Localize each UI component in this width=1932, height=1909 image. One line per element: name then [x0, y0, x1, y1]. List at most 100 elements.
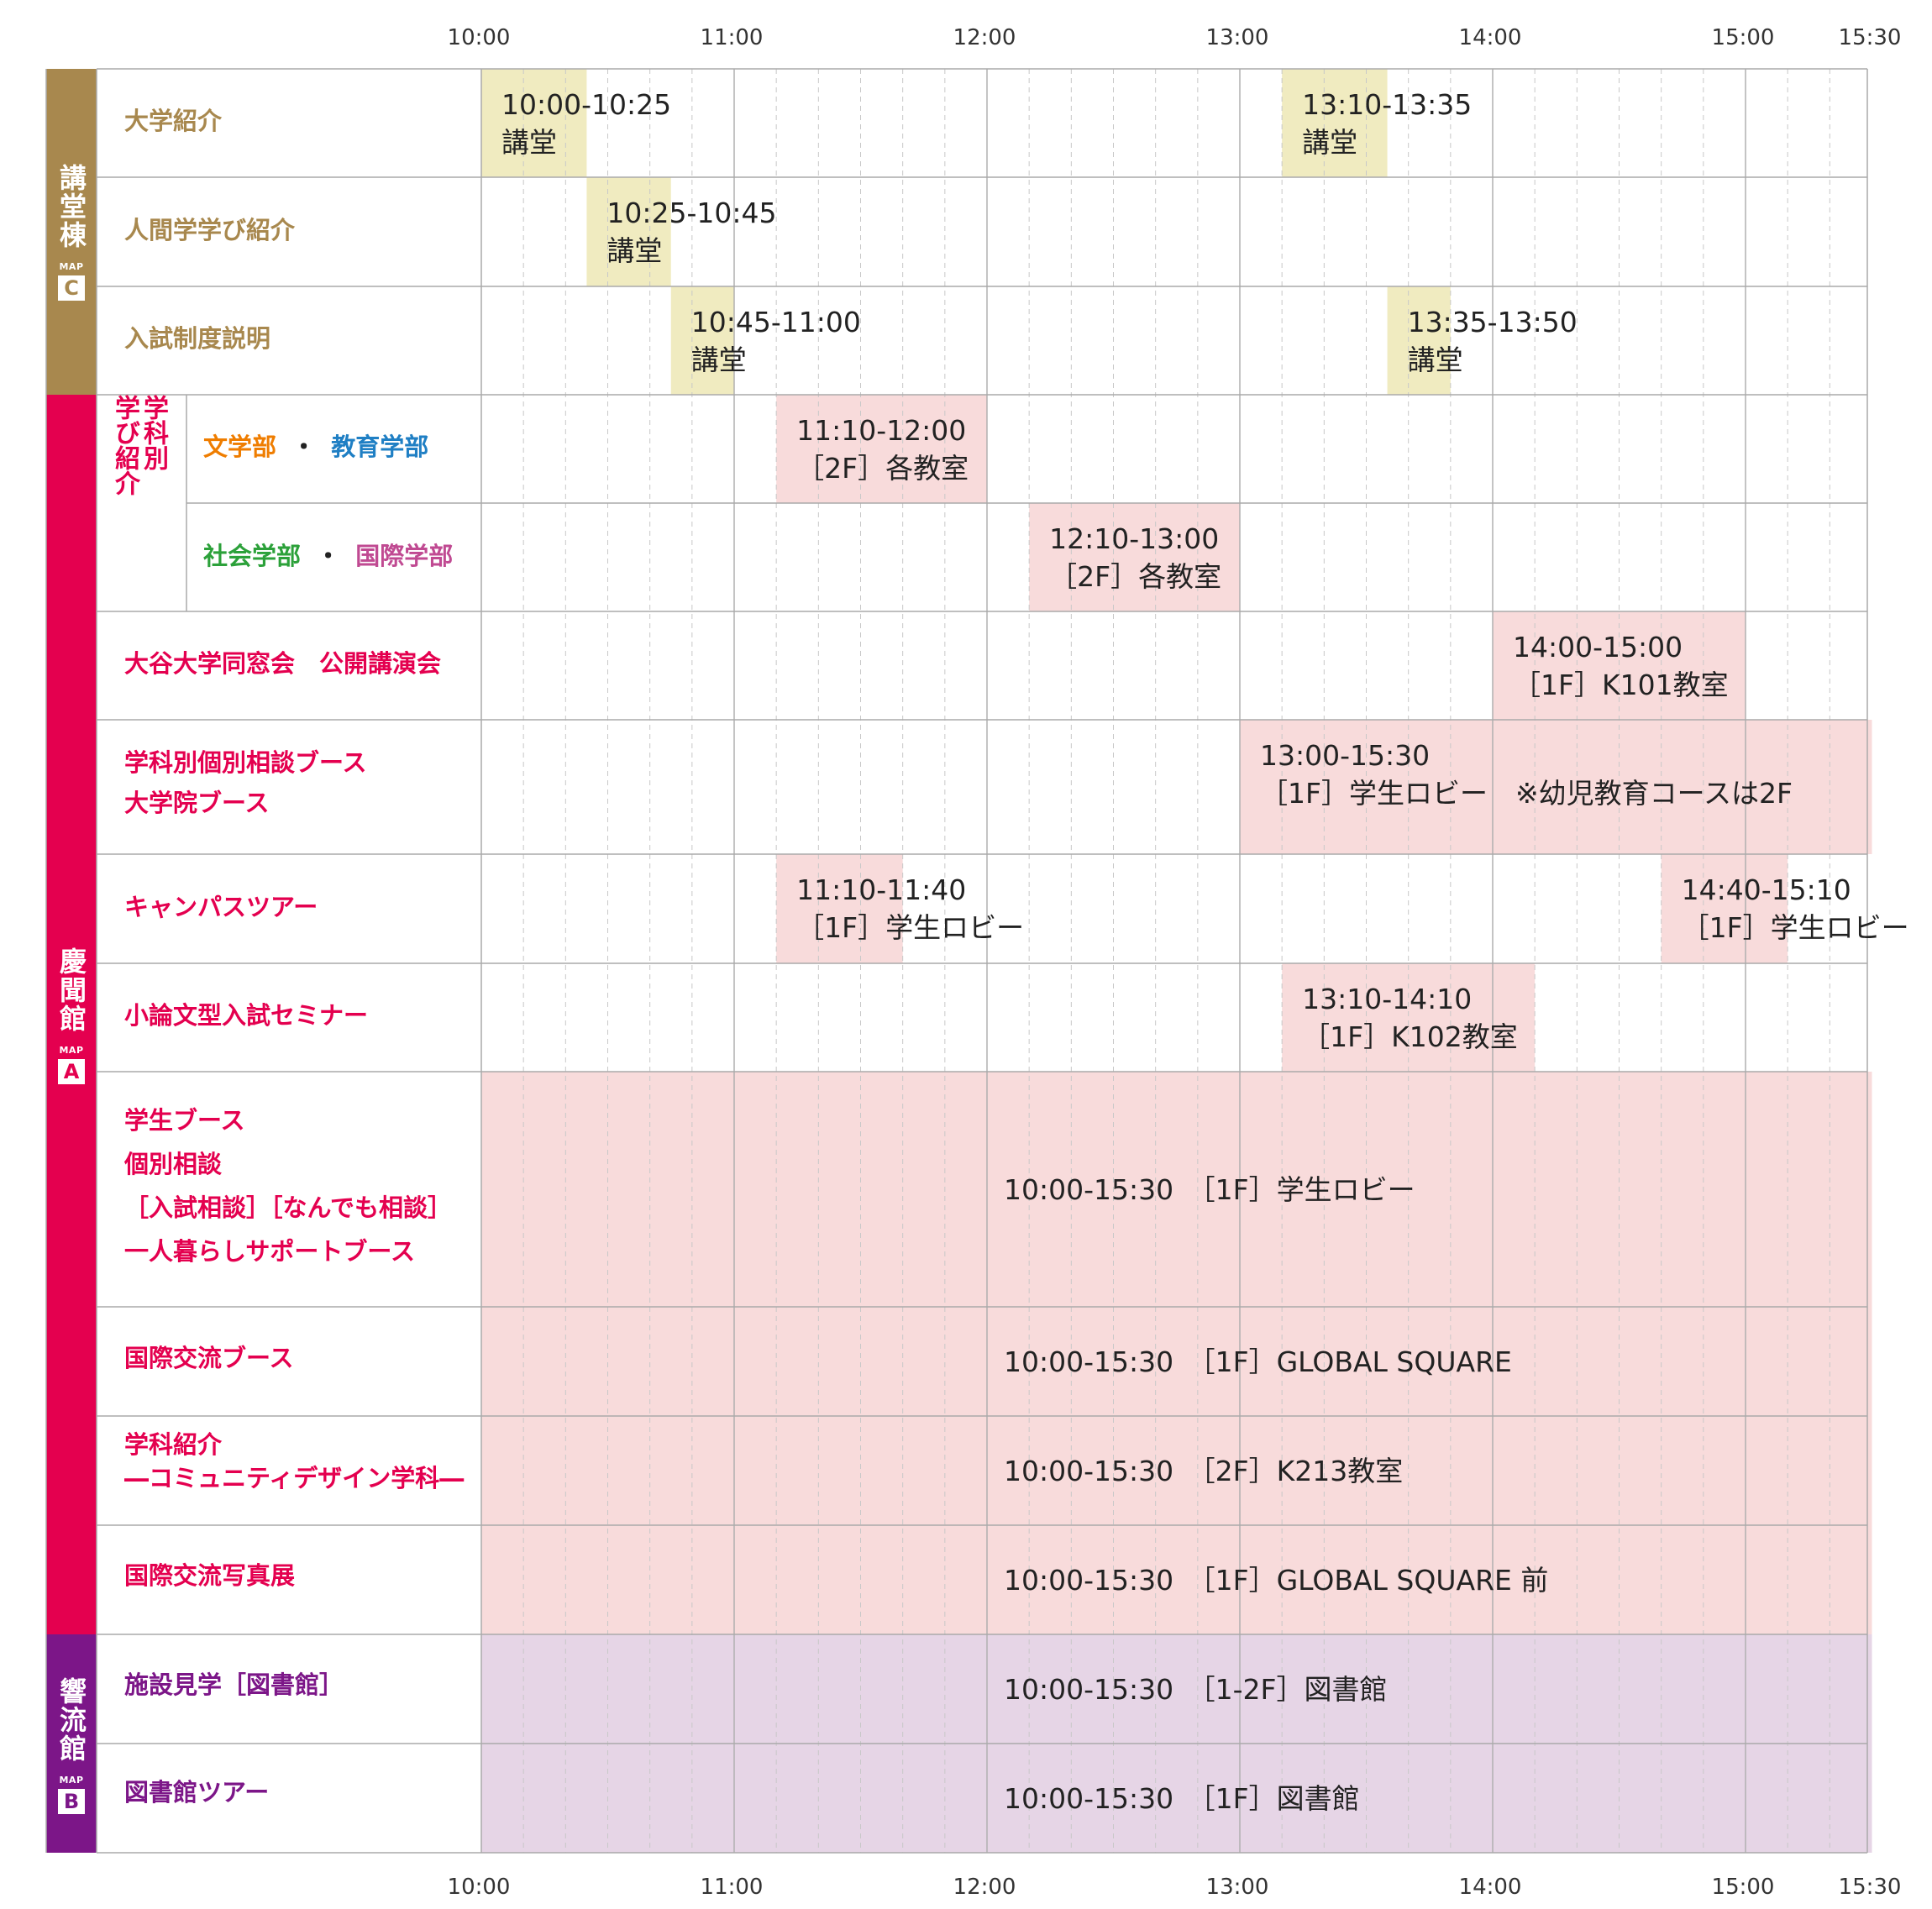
event-block [481, 1744, 1872, 1853]
separator-dot: ・ [316, 542, 341, 570]
row-label: 学科別個別相談ブース 大学院ブース [124, 748, 367, 817]
event-label: 13:10-13:35 講堂 [1282, 69, 1473, 177]
event-place: ［1F］学生ロビー [796, 911, 1025, 944]
map-label: MAP [59, 1774, 84, 1786]
event-label: 12:10-13:00 ［2F］各教室 [1029, 503, 1240, 611]
event-block [481, 1525, 1872, 1634]
event-label: 14:40-15:10 ［1F］学生ロビー [1662, 854, 1909, 963]
event-time: 10:45-11:00 [690, 306, 861, 338]
event-label: 11:10-12:00 ［2F］各教室 [776, 395, 987, 503]
map-letter-badge: C [58, 275, 85, 301]
event-block [1240, 720, 1872, 854]
event-time-place: 10:00-15:30 ［1F］GLOBAL SQUARE [1004, 1345, 1512, 1378]
event-block [481, 1416, 1872, 1525]
time-tick: 10:00 [447, 1875, 511, 1900]
separator-dot: ・ [291, 433, 317, 461]
event-block [1387, 286, 1451, 395]
event-block [586, 177, 671, 286]
row-label-faculties: 文学部 ・ 教育学部 [203, 427, 428, 467]
event-place: ［2F］各教室 [1049, 560, 1222, 593]
event-time-place: 10:00-15:30 ［1F］GLOBAL SQUARE 前 [1004, 1563, 1549, 1597]
event-label: 10:00-15:30 ［1-2F］図書館 [481, 1634, 1872, 1744]
row-label: 図書館ツアー [124, 1778, 270, 1807]
event-place: ［1F］学生ロビー ※幼児教育コースは2F [1260, 777, 1793, 810]
event-block [481, 1307, 1872, 1416]
event-label: 10:00-10:25 講堂 [481, 69, 672, 177]
faculty-shakaigakubu: 社会学部 [203, 542, 302, 570]
building-color-bar [46, 69, 97, 395]
map-letter-badge: B [58, 1788, 85, 1814]
building-keimon: 慶聞館 MAP A [46, 395, 97, 1636]
event-label: 13:35-13:50 講堂 [1388, 286, 1578, 395]
event-time: 13:10-14:10 [1302, 983, 1473, 1015]
event-place: ［1F］学生ロビー [1681, 911, 1909, 944]
event-block [481, 1072, 1872, 1307]
event-block [776, 854, 903, 963]
event-label: 10:00-15:30 ［1F］学生ロビー [481, 1072, 1872, 1307]
event-time: 11:10-11:40 [796, 873, 967, 906]
building-kodo: 講堂棟 MAP C [46, 69, 97, 395]
event-label: 11:10-11:40 ［1F］学生ロビー [776, 854, 1025, 963]
row-label: 人間学学び紹介 [124, 216, 296, 244]
time-tick: 15:00 [1711, 1875, 1775, 1900]
event-block [670, 286, 734, 395]
row-label: 学科紹介 ―コミュニティデザイン学科― [124, 1430, 465, 1492]
time-tick: 13:00 [1205, 25, 1269, 50]
event-label: 13:00-15:30 ［1F］学生ロビー ※幼児教育コースは2F [1240, 720, 1872, 854]
building-name: 慶聞館 [55, 947, 87, 1033]
event-block [1029, 503, 1240, 611]
event-place: ［1F］K101教室 [1513, 669, 1729, 701]
map-label: MAP [59, 1044, 84, 1056]
event-place: 講堂 [606, 234, 663, 267]
row-label: 施設見学［図書館］ [124, 1670, 344, 1699]
event-block [481, 69, 587, 177]
event-label: 10:00-15:30 ［1F］図書館 [481, 1744, 1872, 1853]
time-tick: 15:30 [1838, 1875, 1902, 1900]
event-place: 講堂 [690, 344, 747, 376]
event-label: 10:00-15:30 ［2F］K213教室 [481, 1416, 1872, 1525]
time-tick: 12:00 [953, 25, 1016, 50]
building-name: 講堂棟 [55, 163, 87, 249]
event-place: 講堂 [501, 126, 557, 159]
event-label: 10:00-15:30 ［1F］GLOBAL SQUARE 前 [481, 1525, 1872, 1634]
time-tick: 11:00 [700, 25, 764, 50]
row-label: 大谷大学同窓会 公開講演会 [124, 649, 442, 678]
event-time-place: 10:00-15:30 ［2F］K213教室 [1004, 1454, 1404, 1487]
event-place: 講堂 [1302, 126, 1358, 159]
event-block [776, 395, 987, 503]
event-label: 10:25-10:45 講堂 [586, 177, 776, 286]
time-tick: 11:00 [700, 1875, 764, 1900]
faculty-kokusaigakubu: 国際学部 [355, 542, 454, 570]
event-block [1661, 854, 1788, 963]
event-block [1282, 69, 1388, 177]
row-label: キャンパスツアー [124, 893, 318, 921]
row-label-faculties: 社会学部 ・ 国際学部 [203, 536, 453, 576]
event-time: 13:10-13:35 [1302, 88, 1473, 121]
event-time: 12:10-13:00 [1049, 522, 1220, 555]
event-time-place: 10:00-15:30 ［1-2F］図書館 [1004, 1672, 1388, 1706]
time-tick: 15:00 [1711, 25, 1775, 50]
event-label: 10:00-15:30 ［1F］GLOBAL SQUARE [481, 1307, 1872, 1416]
time-tick: 14:00 [1458, 1875, 1522, 1900]
map-label: MAP [59, 260, 84, 272]
time-tick: 12:00 [953, 1875, 1016, 1900]
building-color-bar [46, 395, 97, 1634]
sub-group-line: 学科別 [139, 395, 168, 470]
faculty-bungakubu: 文学部 [203, 433, 277, 461]
event-label: 10:45-11:00 講堂 [671, 286, 861, 395]
row-label: 学生ブース 個別相談 ［入試相談］［なんでも相談］ 一人暮らしサポートブース [124, 1106, 453, 1266]
event-time: 14:40-15:10 [1681, 873, 1851, 906]
event-block [481, 1634, 1872, 1744]
event-time: 10:00-10:25 [501, 88, 672, 121]
event-label: 13:10-14:10 ［1F］K102教室 [1282, 963, 1535, 1072]
sub-group-line: 学び紹介 [110, 395, 139, 496]
time-tick: 14:00 [1458, 25, 1522, 50]
building-kyoryu: 響流館 MAP B [46, 1636, 97, 1854]
row-label: 国際交流写真展 [124, 1561, 296, 1590]
building-color-bar [46, 1634, 97, 1853]
event-time-place: 10:00-15:30 ［1F］学生ロビー [1004, 1172, 1415, 1206]
time-tick: 13:00 [1205, 1875, 1269, 1900]
event-time: 13:00-15:30 [1260, 739, 1431, 772]
row-label: 小論文型入試セミナー [124, 1001, 369, 1030]
